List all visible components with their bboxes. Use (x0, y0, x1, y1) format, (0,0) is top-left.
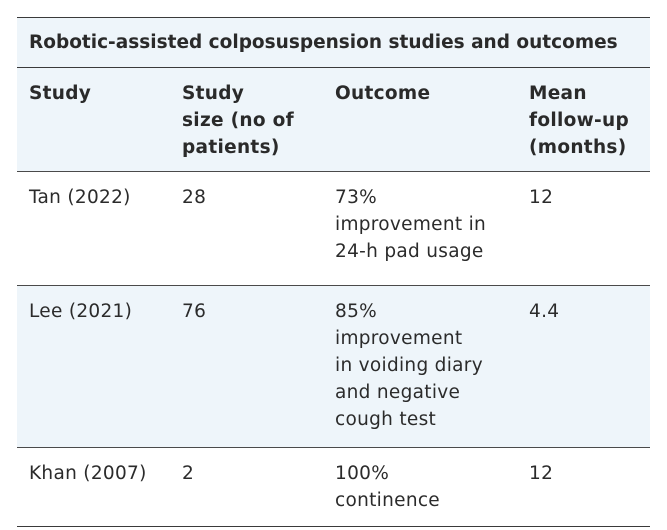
header-outcome: Outcome (335, 83, 431, 104)
cell-outcome: 73% improvement in 24-h pad usage (335, 187, 487, 262)
cell-mean-follow-up: 12 (529, 187, 554, 208)
table-header-row: Study Study size (no of patients) Outcom… (17, 68, 650, 172)
header-study-size: Study size (no of patients) (182, 83, 294, 158)
cell-mean-follow-up: 4.4 (529, 301, 560, 322)
cell-study-size: 28 (182, 187, 207, 208)
cell-study: Lee (2021) (29, 301, 133, 322)
cell-study-size: 2 (182, 463, 195, 484)
studies-table: Robotic-assisted colposuspension studies… (17, 17, 650, 527)
header-study: Study (29, 83, 92, 104)
cell-study-size: 76 (182, 301, 207, 322)
table-row: Lee (2021) 76 85% improvement in voiding… (17, 286, 650, 448)
table-row: Khan (2007) 2 100% continence 12 (17, 448, 650, 526)
cell-study: Khan (2007) (29, 463, 147, 484)
cell-mean-follow-up: 12 (529, 463, 554, 484)
header-mean-follow-up: Mean follow-up (months) (529, 83, 630, 158)
table-title: Robotic-assisted colposuspension studies… (17, 18, 650, 68)
cell-study: Tan (2022) (29, 187, 131, 208)
table-row: Tan (2022) 28 73% improvement in 24-h pa… (17, 172, 650, 286)
cell-outcome: 85% improvement in voiding diary and neg… (335, 301, 483, 430)
cell-outcome: 100% continence (335, 463, 440, 511)
